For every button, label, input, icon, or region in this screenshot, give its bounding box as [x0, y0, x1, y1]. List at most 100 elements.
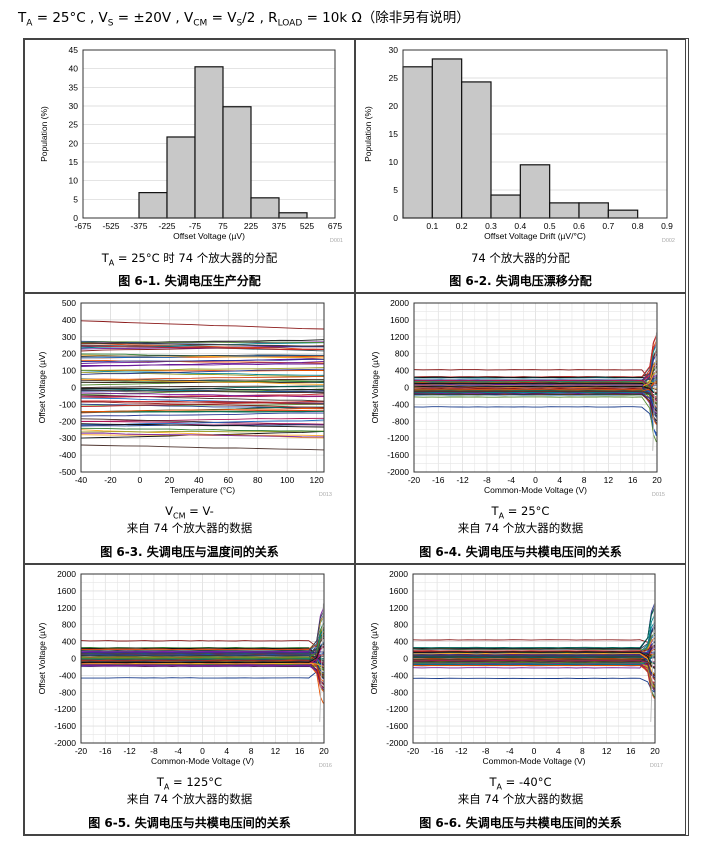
series-line: [80, 375, 325, 380]
x-tick-label: 8: [580, 746, 585, 756]
series-line: [80, 608, 324, 653]
y-tick-label: 5: [393, 185, 398, 195]
histogram-bar: [607, 209, 639, 219]
histogram-bar: [578, 202, 609, 219]
series-line: [412, 626, 655, 650]
series-line: [414, 379, 657, 401]
x-tick-label: 0: [200, 746, 205, 756]
series-line: [413, 382, 657, 385]
y-tick-label: 25: [389, 73, 399, 83]
series-line: [413, 396, 657, 443]
series-line: [80, 387, 325, 391]
x-tick-label: 100: [280, 475, 294, 485]
series-line: [413, 369, 657, 409]
x-tick-label: 4: [556, 746, 561, 756]
histogram-bar: [194, 66, 224, 219]
series-line: [413, 382, 657, 390]
x-tick-label: -20: [407, 746, 420, 756]
y-tick-label: 200: [62, 349, 76, 359]
x-tick-label: -75: [189, 221, 202, 231]
y-tick-label: -400: [391, 670, 408, 680]
series-line: [80, 418, 325, 426]
series-line: [81, 645, 324, 667]
series-line: [413, 637, 655, 652]
y-tick-label: 35: [69, 82, 79, 92]
series-line: [80, 320, 325, 330]
x-tick-label: -40: [75, 475, 88, 485]
y-tick-label: -1600: [54, 721, 76, 731]
x-tick-label: 20: [652, 475, 662, 485]
x-tick-label: 4: [557, 475, 562, 485]
series-line: [80, 432, 325, 438]
x-axis-label: Common-Mode Voltage (V): [151, 756, 254, 766]
figure-6-6-title: 图 6-6. 失调电压与共模电压间的关系: [419, 816, 622, 830]
figure-code: D013: [319, 492, 332, 498]
series-line: [80, 341, 325, 344]
series-line: [81, 663, 324, 675]
series-line: [413, 393, 657, 414]
series-line: [80, 654, 324, 667]
x-tick-label: -8: [483, 475, 491, 485]
y-tick-label: -100: [59, 399, 76, 409]
series-line: [412, 655, 655, 665]
series-line: [80, 381, 325, 384]
series-line: [80, 662, 324, 667]
x-tick-label: 0.8: [632, 221, 644, 231]
x-axis-label: Common-Mode Voltage (V): [483, 756, 586, 766]
x-tick-label: 16: [295, 746, 305, 756]
y-tick-label: -1600: [386, 721, 408, 731]
y-tick-label: -2000: [386, 738, 408, 748]
figure-6-3-cell: -40 -20 0 20 40 60 80 100 120 500 400 300 200 100 0 -10…: [24, 293, 355, 564]
figure-6-4-caption2: 来自 74 个放大器的数据: [457, 521, 584, 535]
x-tick-label: 8: [582, 475, 587, 485]
series-line: [413, 376, 657, 394]
y-tick-label: 1600: [389, 586, 408, 596]
series-line: [80, 640, 324, 666]
series-line: [80, 359, 324, 363]
y-tick-label: -400: [59, 670, 76, 680]
x-axis-label: Offset Voltage Drift (µV/°C): [484, 231, 586, 241]
series-line: [412, 653, 655, 675]
y-tick-label: 10: [389, 157, 399, 167]
y-tick-label: 0: [403, 654, 408, 664]
series-line: [80, 339, 325, 344]
y-tick-label: 800: [62, 620, 76, 630]
series-line: [80, 430, 325, 433]
x-tick-label: -525: [102, 221, 119, 231]
y-tick-label: -2000: [387, 467, 409, 477]
y-tick-label: 1600: [57, 586, 76, 596]
series-line: [412, 664, 655, 688]
series-line: [80, 394, 325, 402]
y-tick-label: 0: [71, 383, 76, 393]
series-line: [413, 608, 655, 649]
y-tick-label: 40: [69, 64, 79, 74]
y-tick-label: 15: [69, 157, 79, 167]
figure-6-3-caption: VCM = V-: [165, 504, 214, 521]
y-tick-label: 500: [62, 298, 76, 308]
series-line: [80, 400, 324, 403]
x-tick-label: -20: [75, 746, 88, 756]
y-tick-label: 100: [62, 366, 76, 376]
figure-code: D001: [330, 238, 343, 244]
y-tick-label: -1200: [386, 704, 408, 714]
x-tick-label: 0: [532, 746, 537, 756]
histogram-bar: [138, 192, 168, 219]
figure-6-4-cell: -20 -16 -12 -8 -4 0 4 8 12 16 20 2000 1600 1200 800 400…: [355, 293, 686, 564]
x-tick-label: -675: [74, 221, 91, 231]
x-tick-label: 20: [319, 746, 329, 756]
series-line: [80, 395, 325, 398]
series-line: [413, 657, 655, 675]
plot-frame: [402, 49, 668, 219]
series-line: [80, 664, 324, 690]
figure-6-1-title: 图 6-1. 失调电压生产分配: [118, 274, 261, 288]
offset-vs-cm-minus40c-chart: -20 -16 -12 -8 -4 0 4 8 12 16 20 2000 1600 1200 800 400…: [369, 569, 663, 769]
x-tick-label: 20: [165, 475, 175, 485]
series-line: [80, 393, 325, 399]
x-tick-label: 375: [272, 221, 286, 231]
series-line: [80, 637, 324, 662]
y-tick-label: 800: [395, 349, 409, 359]
y-axis-label: Offset Voltage (µV): [370, 351, 380, 423]
series-line: [80, 343, 325, 350]
figure-6-5-caption: TA = 125°C: [156, 775, 223, 792]
series-line: [80, 655, 324, 662]
